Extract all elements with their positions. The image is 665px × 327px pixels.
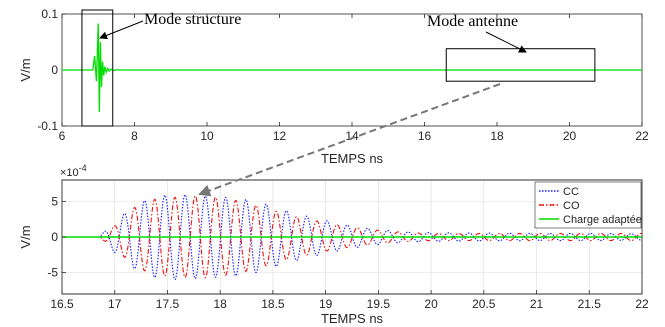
top-x-tick-label: 10 <box>200 129 214 143</box>
top-x-tick-label: 8 <box>131 129 138 143</box>
top-x-tick-label: 20 <box>563 129 577 143</box>
top-y-tick-label: -0.1 <box>37 119 58 133</box>
top-y-tick-label: 0 <box>51 63 58 77</box>
bottom-x-tick-label: 20.5 <box>472 297 496 311</box>
top-x-tick-label: 16 <box>418 129 432 143</box>
bottom-x-tick-label: 16.5 <box>50 297 74 311</box>
top-x-axis-label: TEMPS ns <box>321 151 384 166</box>
bottom-x-tick-label: 21 <box>530 297 544 311</box>
bottom-x-tick-label: 18.5 <box>261 297 285 311</box>
top-x-tick-label: 6 <box>59 129 66 143</box>
bottom-y-tick-label: 0 <box>51 230 58 244</box>
bottom-x-axis-label: TEMPS ns <box>321 311 384 326</box>
bottom-x-tick-label: 18 <box>214 297 228 311</box>
bottom-ticks: 16.5 17 17.5 18 18.5 19 19.5 20 20.5 21 21.5 22 -5 0 5 <box>47 194 649 311</box>
top-x-tick-label: 18 <box>490 129 504 143</box>
top-x-tick-label: 14 <box>345 129 359 143</box>
zoom-arrow <box>198 83 501 197</box>
bottom-y-tick-label: 5 <box>51 194 58 208</box>
top-y-tick-label: 0.1 <box>41 7 58 21</box>
bottom-x-tick-label: 19.5 <box>367 297 391 311</box>
top-y-axis-label: V/m <box>18 58 33 81</box>
bottom-series <box>62 194 642 281</box>
legend-label-co: CO <box>563 200 580 212</box>
top-chart: 6 8 10 12 14 16 18 20 22 -0.1 0 0.1 TEMPS ns V/m Mo… <box>18 7 649 166</box>
legend-label-cc: CC <box>563 186 579 198</box>
legend: CC CO Charge adaptée <box>534 181 642 229</box>
bottom-chart: 16.5 17 17.5 18 18.5 19 19.5 20 20.5 21 21.5 22 -5 0 5… <box>18 163 649 326</box>
bottom-y-axis-label: V/m <box>18 225 33 248</box>
top-x-tick-label: 22 <box>635 129 649 143</box>
bottom-x-tick-label: 19 <box>319 297 333 311</box>
arrow-mode-antenne <box>485 31 527 53</box>
annotation-box-mode-structure <box>81 9 114 127</box>
bottom-x-tick-label: 22 <box>635 297 649 311</box>
annotation-mode-antenne: Mode antenne <box>427 13 518 30</box>
top-x-tick-label: 12 <box>273 129 287 143</box>
bottom-x-tick-label: 20 <box>424 297 438 311</box>
annotation-mode-structure: Mode structure <box>144 11 241 28</box>
arrow-mode-structure <box>99 20 144 40</box>
bottom-y-tick-label: -5 <box>47 266 58 280</box>
legend-label-charge-adaptee: Charge adaptée <box>563 214 642 226</box>
y-exponent: ×10-4 <box>60 163 87 179</box>
top-ticks: 6 8 10 12 14 16 18 20 22 -0.1 0 0.1 <box>37 7 649 143</box>
bottom-x-tick-label: 21.5 <box>578 297 602 311</box>
bottom-x-tick-label: 17.5 <box>156 297 180 311</box>
bottom-x-tick-label: 17 <box>108 297 122 311</box>
